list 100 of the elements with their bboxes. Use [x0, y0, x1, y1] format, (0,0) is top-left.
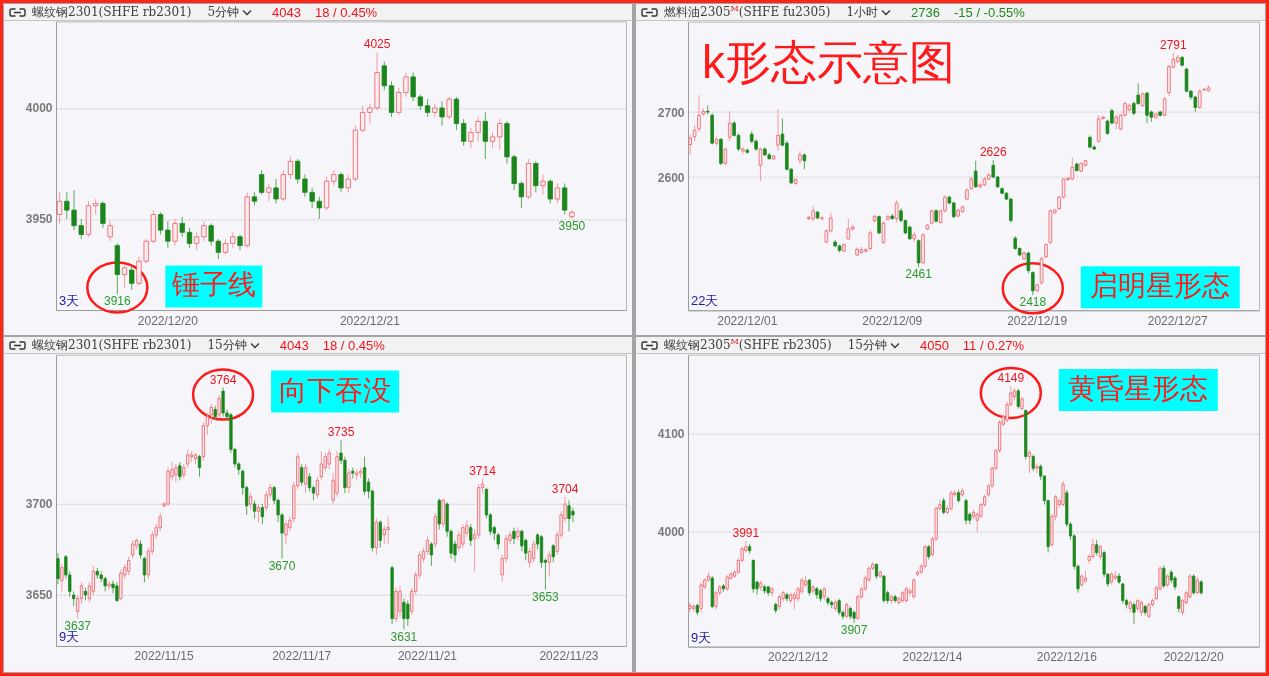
candlestick: [252, 499, 257, 520]
text: 18 / 0.45%: [322, 337, 385, 353]
candlestick: [699, 582, 703, 613]
chart-title: 螺纹钢2301(SHFE rb2301): [32, 3, 192, 21]
candlestick: [562, 182, 568, 216]
text: 2461: [905, 267, 932, 282]
candlestick: [868, 229, 873, 251]
text: 3735: [327, 425, 355, 440]
x-tick-label: 2022/12/01: [717, 313, 778, 328]
text: 3991: [732, 525, 760, 540]
text: 3631: [390, 629, 418, 644]
candlestick: [398, 585, 402, 618]
chart-title: 燃料油2305$^{M}$(SHFE fu2305): [664, 3, 831, 21]
candlestick: [100, 200, 106, 229]
x-tick-label: 2022/12/14: [902, 650, 963, 665]
candlestick: [571, 507, 575, 523]
candlestick: [820, 215, 824, 222]
candlestick: [516, 527, 520, 541]
annotation: 锤子线: [170, 268, 256, 302]
candlestick: [259, 169, 265, 196]
candlestick: [381, 60, 387, 91]
text: 3714: [469, 463, 496, 478]
text: 18 / 0.45%: [315, 4, 378, 20]
candlestick: [567, 499, 571, 532]
candlestick: [973, 160, 978, 189]
y-tick-label: 3700: [25, 497, 53, 512]
x-tick-label: 2022/12/09: [862, 313, 923, 328]
candlestick: [186, 227, 193, 249]
candlestick: [174, 463, 178, 483]
annotation: 3天: [59, 293, 80, 309]
candlestick: [533, 160, 539, 193]
candlestick: [129, 265, 135, 291]
candlestick: [260, 503, 264, 525]
candlestick: [441, 498, 445, 529]
annotation: 向下吞没: [279, 373, 392, 407]
x-tick-label: 2022/11/21: [397, 649, 458, 664]
candlestick: [425, 536, 430, 556]
candlestick: [554, 182, 561, 204]
candlestick: [1091, 538, 1095, 559]
text: 3653: [532, 589, 559, 604]
candlestick: [172, 218, 178, 247]
candlestick: [131, 539, 135, 560]
chart-title: 螺纹钢2305$^{M}$(SHFE rb2305): [664, 336, 832, 354]
candlestick: [482, 111, 488, 160]
candlestick: [60, 563, 64, 592]
candlestick: [1096, 114, 1101, 144]
chart-subtitle: 1小时: [846, 3, 879, 21]
candlestick: [107, 220, 113, 242]
text: 3670: [268, 558, 296, 573]
candlestick: [1031, 270, 1035, 296]
text: 3907: [840, 623, 868, 638]
candlestick: [512, 527, 516, 545]
candlestick: [949, 490, 953, 511]
candlestick: [688, 602, 692, 613]
text: 2626: [979, 145, 1007, 160]
candlestick: [319, 450, 323, 481]
candlestick: [978, 181, 982, 189]
candlestick: [461, 118, 467, 147]
candlestick: [1197, 88, 1202, 110]
y-tick-label: 3950: [25, 212, 53, 227]
candlestick: [217, 394, 221, 419]
text: 4149: [997, 370, 1025, 385]
candlestick: [497, 118, 503, 151]
candlestick: [378, 519, 382, 549]
candlestick: [551, 543, 555, 563]
text: 3950: [558, 219, 586, 233]
candlestick: [1145, 91, 1149, 124]
x-tick-label: 2022/11/15: [134, 649, 194, 664]
x-tick-label: 2022/12/21: [339, 313, 401, 328]
candlestick: [1132, 602, 1136, 625]
candlestick: [798, 150, 802, 165]
candlestick: [469, 523, 473, 547]
candlestick: [221, 387, 225, 418]
candlestick: [386, 516, 390, 545]
candlestick: [273, 178, 279, 204]
x-tick-label: 2022/12/19: [1007, 313, 1068, 328]
y-tick-label: 4000: [657, 525, 685, 540]
annotation: 9天: [59, 628, 80, 644]
candlestick: [347, 468, 351, 494]
x-tick-label: 2022/12/16: [1036, 650, 1098, 665]
chart-subtitle: 15分钟: [847, 336, 887, 354]
candlestick: [894, 199, 899, 223]
candlestick: [56, 552, 60, 585]
candlestick: [338, 171, 344, 193]
text: 3916: [104, 294, 131, 309]
candlestick: [916, 238, 921, 268]
candlestick: [770, 586, 774, 598]
candlestick: [540, 174, 546, 196]
candlestick: [178, 461, 182, 481]
candlestick: [852, 609, 856, 624]
candlestick: [179, 216, 185, 238]
candlestick: [1162, 96, 1167, 118]
candlestick: [446, 96, 452, 120]
candlestick: [300, 463, 304, 487]
x-tick-label: 2022/12/12: [768, 650, 829, 665]
candlestick: [437, 498, 441, 530]
chart-subtitle: 15分钟: [207, 336, 247, 354]
candlestick: [107, 579, 111, 591]
y-tick-label: 3650: [25, 588, 53, 603]
candlestick: [727, 110, 732, 142]
